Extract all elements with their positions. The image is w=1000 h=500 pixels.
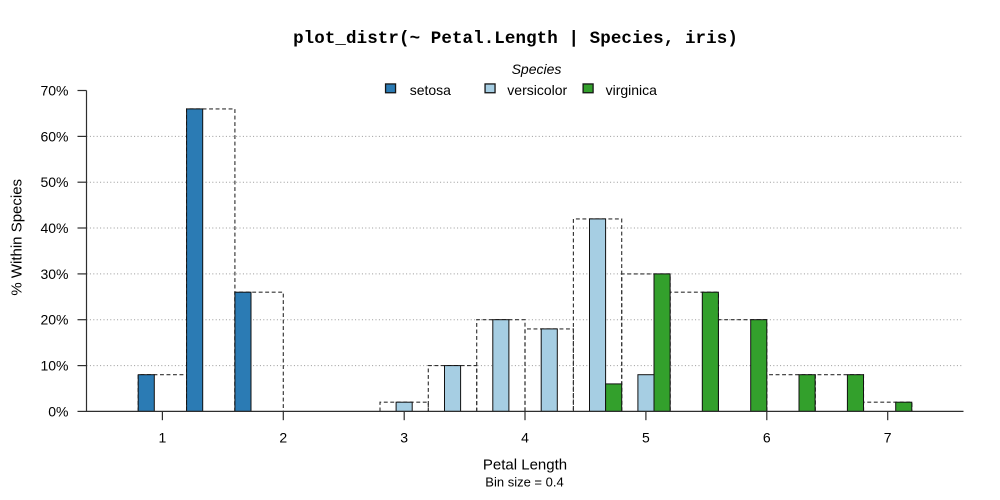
svg-text:4: 4 (521, 429, 529, 445)
svg-text:5: 5 (642, 429, 650, 445)
svg-text:Bin size = 0.4: Bin size = 0.4 (485, 475, 563, 490)
svg-text:6: 6 (763, 429, 771, 445)
svg-text:0%: 0% (48, 403, 68, 419)
svg-text:Petal Length: Petal Length (483, 457, 567, 474)
svg-text:Species: Species (512, 61, 562, 77)
svg-text:versicolor: versicolor (507, 82, 567, 98)
svg-text:1: 1 (159, 429, 167, 445)
svg-text:10%: 10% (40, 358, 68, 374)
svg-text:20%: 20% (40, 312, 68, 328)
svg-text:% Within Species: % Within Species (9, 179, 26, 296)
svg-text:setosa: setosa (410, 82, 451, 98)
svg-text:70%: 70% (40, 83, 68, 99)
svg-text:2: 2 (279, 429, 287, 445)
svg-text:virginica: virginica (606, 82, 658, 98)
svg-text:50%: 50% (40, 174, 68, 190)
svg-text:7: 7 (884, 429, 892, 445)
svg-text:40%: 40% (40, 220, 68, 236)
svg-text:3: 3 (400, 429, 408, 445)
svg-text:plot_distr(~ Petal.Length | Sp: plot_distr(~ Petal.Length | Species, iri… (293, 29, 738, 49)
svg-text:30%: 30% (40, 266, 68, 282)
svg-text:60%: 60% (40, 128, 68, 144)
